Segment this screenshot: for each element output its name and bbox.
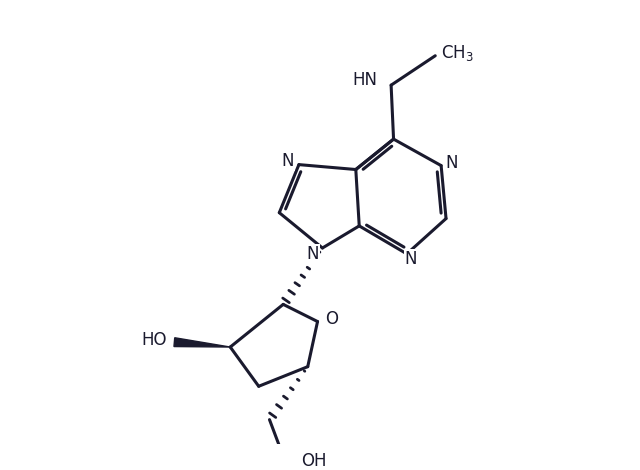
Text: OH: OH [301,452,327,470]
Text: N: N [445,154,458,172]
Text: HO: HO [141,331,167,349]
Polygon shape [174,338,230,347]
Text: N: N [404,250,417,268]
Text: HN: HN [353,71,378,89]
Text: CH$_3$: CH$_3$ [441,43,474,63]
Text: O: O [324,310,338,328]
Text: N: N [307,245,319,263]
Text: N: N [282,152,294,170]
